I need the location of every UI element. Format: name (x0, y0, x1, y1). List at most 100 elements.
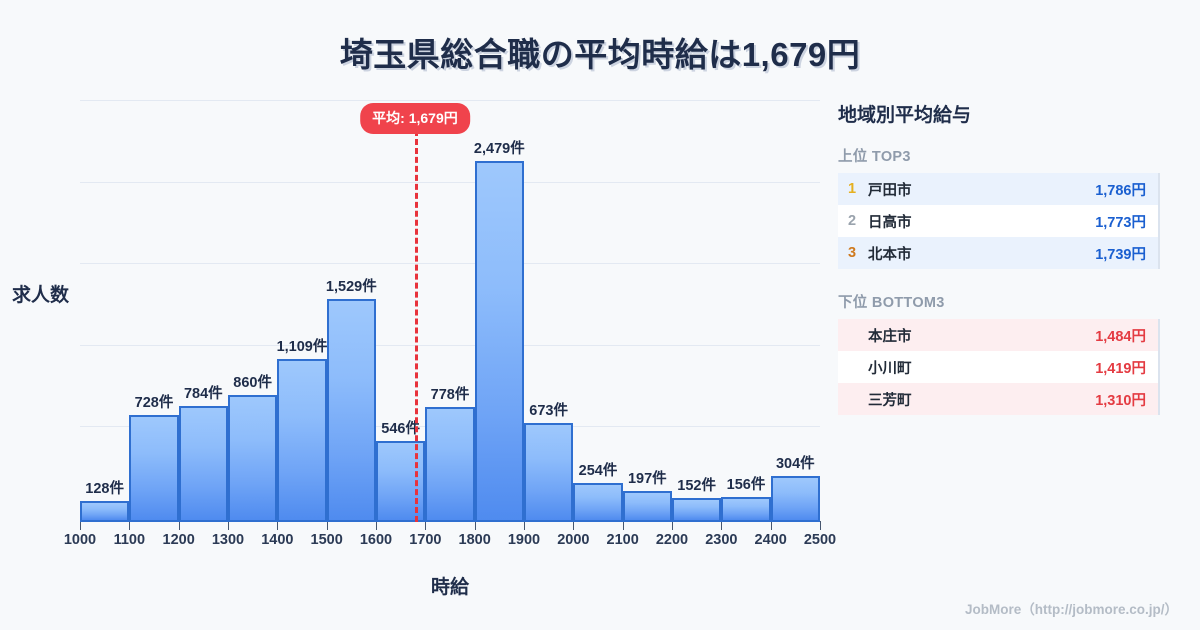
x-tick (721, 521, 723, 530)
bar-slot: 860件 (228, 100, 278, 520)
average-badge: 平均: 1,679円 (360, 103, 470, 134)
region-wage-value: 1,773円 (1095, 214, 1146, 231)
histogram-bar[interactable] (129, 415, 179, 520)
y-axis-title: 求人数 (12, 285, 70, 306)
bar-slot: 152件 (672, 100, 722, 520)
x-tick (474, 521, 476, 530)
plot-area: 128件 728件 784件 860件 1,109件 1,529件 546件 778件 2,47… (64, 100, 836, 548)
bar-slot: 156件 (721, 100, 771, 520)
rank-number: 2 (848, 213, 857, 229)
x-tick-label: 2300 (705, 532, 738, 548)
bar-value-label: 197件 (627, 471, 667, 487)
x-tick-label: 2100 (606, 532, 639, 548)
histogram-bar[interactable] (622, 491, 672, 520)
rank-row[interactable]: 本庄市 1,484円 (838, 319, 1158, 351)
x-tick (326, 521, 328, 530)
bar-slot: 778件 (425, 100, 475, 520)
bar-slot: 784件 (178, 100, 228, 520)
x-tick-label: 2000 (557, 532, 590, 548)
x-tick (820, 521, 821, 530)
bar-value-label: 784件 (183, 386, 223, 402)
bar-slot: 254件 (573, 100, 623, 520)
x-tick-label: 1300 (211, 532, 245, 548)
bar-value-label: 304件 (775, 456, 815, 472)
bar-value-label: 546件 (381, 421, 421, 437)
x-tick (770, 521, 772, 530)
bar-slot: 728件 (129, 100, 179, 520)
x-tick (672, 521, 673, 530)
gridline (80, 181, 820, 183)
rank-row[interactable]: 三芳町 1,310円 (838, 383, 1158, 415)
x-axis-title: 時給 (430, 577, 469, 598)
x-tick (129, 521, 131, 530)
x-tick-label: 2500 (803, 532, 837, 548)
region-name: 小川町 (868, 360, 912, 377)
region-name: 三芳町 (868, 392, 912, 409)
x-tick-label: 1800 (458, 532, 491, 548)
rank-row[interactable]: 小川町 1,419円 (838, 351, 1158, 383)
histogram-bar[interactable] (524, 423, 574, 520)
x-tick-label: 1700 (409, 532, 442, 548)
region-wage-value: 1,310円 (1095, 392, 1146, 409)
bar-slot: 197件 (622, 100, 672, 520)
x-tick-label: 1200 (162, 532, 195, 548)
bar-slot: 1,529件 (325, 100, 377, 520)
histogram-bar[interactable] (178, 406, 228, 520)
region-ranking-sidebar: 地域別平均給与 上位 TOP3 1 戸田市 1,786円 2 日高市 1,773円 3 北本市… (838, 100, 1178, 437)
rank-row[interactable]: 3 北本市 1,739円 (838, 237, 1158, 269)
bottom3-table: 本庄市 1,484円小川町 1,419円三芳町 1,310円 (838, 319, 1160, 415)
histogram-bar[interactable] (770, 476, 820, 520)
x-tick (573, 521, 575, 530)
footer-attribution: JobMore（http://jobmore.co.jp/） (965, 602, 1178, 617)
page-title: 埼玉県総合職の平均時給は1,679円 (339, 36, 861, 73)
x-tick-label: 1400 (261, 532, 294, 548)
bar-slot: 304件 (770, 100, 820, 520)
histogram-bar[interactable] (474, 161, 524, 520)
x-tick (228, 521, 229, 530)
x-tick (376, 521, 377, 530)
region-wage-value: 1,484円 (1095, 328, 1146, 345)
histogram-bar[interactable] (228, 395, 278, 520)
bar-value-label: 1,529件 (325, 279, 377, 295)
histogram-bar[interactable] (425, 407, 475, 520)
x-axis-line (80, 520, 820, 522)
region-wage-value: 1,419円 (1095, 360, 1146, 377)
x-tick-label: 1000 (63, 532, 97, 548)
histogram-bar[interactable] (326, 299, 376, 520)
x-tick (178, 521, 180, 530)
gridline (80, 344, 820, 346)
region-name: 戸田市 (868, 182, 912, 199)
x-tick (425, 521, 427, 530)
histogram-bar[interactable] (573, 483, 623, 520)
rank-row[interactable]: 2 日高市 1,773円 (838, 205, 1158, 237)
histogram-chart: 求人数 128件 728件 784件 860件 1,109件 1,529件 546件 778件… (0, 90, 836, 610)
x-tick-label: 1900 (507, 532, 541, 548)
sidebar-title: 地域別平均給与 (838, 105, 972, 126)
gridline (80, 263, 820, 264)
histogram-bar[interactable] (80, 501, 130, 520)
bar-slot: 673件 (524, 100, 574, 520)
region-name: 日高市 (868, 214, 912, 231)
x-tick-label: 2400 (754, 532, 787, 548)
histogram-bar[interactable] (672, 498, 722, 520)
bar-series: 128件 728件 784件 860件 1,109件 1,529件 546件 778件 2,47… (80, 100, 820, 520)
region-name: 本庄市 (868, 328, 912, 345)
bar-value-label: 778件 (430, 387, 470, 403)
gridline (80, 100, 820, 101)
histogram-bar[interactable] (277, 359, 327, 520)
rank-number: 1 (848, 181, 857, 197)
histogram-bar[interactable] (721, 497, 771, 520)
rank-row[interactable]: 1 戸田市 1,786円 (838, 173, 1158, 205)
top3-heading: 上位 TOP3 (838, 149, 911, 165)
x-tick-label: 2200 (655, 532, 689, 548)
bar-slot: 1,109件 (277, 100, 327, 520)
x-tick (80, 521, 81, 530)
top3-table: 1 戸田市 1,786円 2 日高市 1,773円 3 北本市 1,739円 (838, 173, 1160, 269)
region-wage-value: 1,739円 (1095, 246, 1146, 263)
region-name: 北本市 (868, 246, 912, 263)
x-tick-label: 1500 (310, 532, 343, 548)
bottom3-heading: 下位 BOTTOM3 (838, 295, 945, 311)
bar-value-label: 152件 (677, 478, 717, 494)
bar-value-label: 728件 (134, 395, 174, 411)
